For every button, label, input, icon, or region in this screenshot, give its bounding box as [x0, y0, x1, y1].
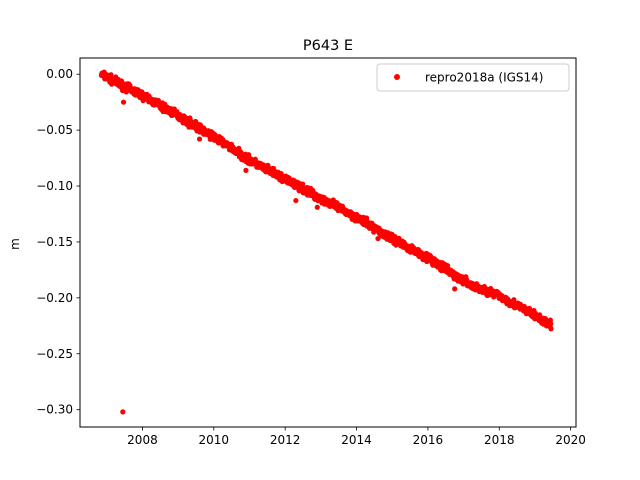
- data-point-outlier: [243, 167, 249, 173]
- x-tick-label: 2008: [127, 433, 158, 447]
- legend-label: repro2018a (IGS14): [425, 71, 543, 85]
- legend: repro2018a (IGS14): [376, 63, 570, 92]
- y-tick-label: −0.30: [36, 403, 73, 417]
- data-point: [548, 321, 554, 327]
- y-tick-label: −0.05: [36, 123, 73, 137]
- x-tick-label: 2020: [555, 433, 586, 447]
- data-point-outlier: [375, 235, 381, 242]
- y-axis-label: m: [8, 238, 22, 250]
- data-point: [548, 326, 554, 332]
- y-tick-label: −0.20: [36, 291, 73, 305]
- chart-title: P643 E: [303, 38, 353, 54]
- data-point-outlier: [196, 136, 203, 142]
- plot-frame: [79, 57, 577, 428]
- y-tick-label: −0.10: [36, 179, 73, 193]
- legend-box: [376, 63, 570, 92]
- legend-marker: [394, 74, 400, 80]
- y-tick-label: 0.00: [46, 67, 73, 81]
- data-point-outlier: [293, 197, 299, 204]
- plot-points: [98, 69, 554, 415]
- data-point-outlier: [120, 99, 127, 105]
- x-tick-label: 2010: [199, 433, 230, 447]
- data-point: [392, 234, 398, 240]
- x-tick-label: 2018: [484, 433, 515, 447]
- x-tick-label: 2012: [270, 433, 301, 447]
- data-point-outlier: [452, 286, 458, 292]
- x-tick-label: 2016: [413, 433, 444, 447]
- axis-ticks: 2008 2010 2012 2014 2016 2018 2020 0.00 −0.05 −0.…: [36, 67, 586, 447]
- data-point-outlier: [120, 409, 126, 415]
- x-tick-label: 2014: [341, 433, 372, 447]
- y-tick-label: −0.25: [36, 347, 73, 361]
- y-tick-label: −0.15: [36, 235, 73, 249]
- data-point-outlier: [314, 204, 320, 210]
